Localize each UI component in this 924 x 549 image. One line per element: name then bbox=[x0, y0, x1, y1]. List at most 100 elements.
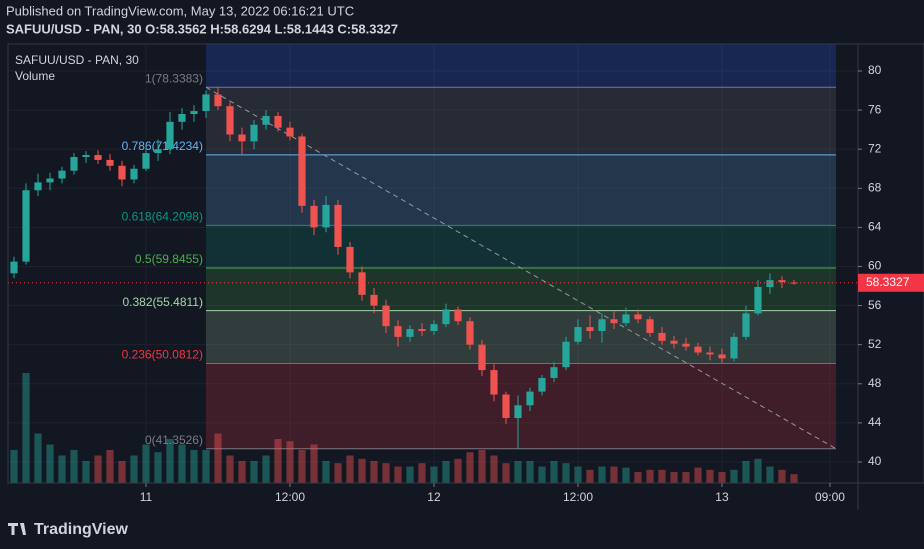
x-tick-label: 09:00 bbox=[815, 490, 845, 504]
candle-body bbox=[46, 178, 54, 183]
volume-bar bbox=[550, 461, 558, 483]
volume-bar bbox=[238, 461, 246, 483]
candle-body bbox=[670, 340, 678, 344]
volume-bar bbox=[670, 472, 678, 483]
y-tick-label: 44 bbox=[868, 415, 882, 429]
volume-bar bbox=[406, 466, 414, 483]
candle-body bbox=[454, 309, 462, 322]
x-tick-label: 12:00 bbox=[275, 490, 305, 504]
fib-label: 0.382(55.4811) bbox=[122, 295, 203, 309]
volume-bar bbox=[790, 474, 798, 483]
candle-body bbox=[586, 327, 594, 331]
candle-body bbox=[778, 280, 786, 283]
candle-body bbox=[610, 319, 618, 324]
candle-body bbox=[370, 294, 378, 306]
fib-label: 0(41.3526) bbox=[145, 433, 203, 447]
volume-bar bbox=[694, 467, 702, 483]
candle-body bbox=[490, 370, 498, 395]
x-tick-label: 13 bbox=[715, 490, 729, 504]
candle-body bbox=[634, 314, 642, 320]
volume-bar bbox=[334, 463, 342, 483]
x-tick-label: 11 bbox=[140, 490, 153, 504]
plot: 1(78.3383) 0.786(71.4234) 0.618(64.2098) 0.… bbox=[8, 44, 858, 483]
volume-bar bbox=[154, 452, 162, 483]
volume-bar bbox=[682, 472, 690, 483]
candle-body bbox=[10, 261, 18, 274]
fib-band bbox=[205, 44, 836, 88]
candle-body bbox=[418, 329, 426, 331]
volume-bar bbox=[466, 452, 474, 483]
volume-bar bbox=[10, 450, 18, 483]
volume-bar bbox=[574, 466, 582, 483]
published: Published on TradingView.com, May 13, 20… bbox=[6, 3, 354, 18]
candle-body bbox=[526, 391, 534, 406]
volume-bar bbox=[274, 439, 282, 483]
fib-label: 0.236(50.0812) bbox=[122, 348, 203, 362]
volume-bar bbox=[622, 467, 630, 483]
candle-body bbox=[70, 157, 78, 171]
candle-body bbox=[538, 377, 546, 392]
y-tick-label: 72 bbox=[868, 141, 882, 155]
y-tick-label: 48 bbox=[868, 376, 882, 390]
candle-body bbox=[406, 329, 414, 337]
y-tick-label: 56 bbox=[868, 298, 882, 312]
x-tick-label: 12 bbox=[427, 490, 441, 504]
candle-body bbox=[250, 124, 258, 142]
volume-bar bbox=[226, 455, 234, 483]
trend-line bbox=[205, 86, 837, 450]
volume-bar bbox=[658, 469, 666, 483]
last-price-box bbox=[858, 273, 924, 292]
candle-body bbox=[94, 155, 102, 160]
y-tick-label: 52 bbox=[868, 337, 882, 351]
volume-bar bbox=[514, 461, 522, 483]
candle-body bbox=[598, 319, 606, 331]
volume-bar bbox=[190, 450, 198, 483]
volume-bar bbox=[730, 469, 738, 483]
volume-bar bbox=[538, 466, 546, 483]
candle-body bbox=[442, 309, 450, 325]
fib-label: 0.5(59.8455) bbox=[135, 252, 203, 266]
volume-bar bbox=[34, 433, 42, 483]
volume-bar bbox=[166, 439, 174, 483]
candle-body bbox=[430, 324, 438, 331]
volume-label: Volume bbox=[15, 69, 55, 83]
volume-bar bbox=[214, 433, 222, 483]
fib-label: 0.786(71.4234) bbox=[122, 139, 203, 153]
volume-bar bbox=[562, 463, 570, 483]
legend-symbol: SAFUU/USD - PAN, 30 bbox=[15, 53, 139, 67]
volume-bar bbox=[634, 472, 642, 483]
volume-bar bbox=[478, 450, 486, 483]
volume-bar bbox=[358, 458, 366, 483]
volume-bar bbox=[454, 458, 462, 483]
fib-band bbox=[205, 267, 836, 311]
volume-bar bbox=[322, 461, 330, 483]
volume-bar bbox=[490, 455, 498, 483]
volume-bar bbox=[70, 450, 78, 483]
candle-body bbox=[478, 344, 486, 371]
volume-bar bbox=[430, 466, 438, 483]
volume-bar bbox=[394, 466, 402, 483]
y-tick-label: 68 bbox=[868, 180, 882, 194]
candle-body bbox=[742, 313, 750, 337]
volume-bar bbox=[82, 461, 90, 483]
y-tick-label: 64 bbox=[868, 220, 882, 234]
volume-bar bbox=[58, 455, 66, 483]
candle-body bbox=[382, 305, 390, 327]
candle-body bbox=[106, 159, 114, 166]
y-tick-label: 80 bbox=[868, 63, 882, 77]
candle-body bbox=[22, 190, 30, 262]
fib-band bbox=[205, 310, 836, 364]
candle-body bbox=[682, 343, 690, 347]
candle-body bbox=[562, 341, 570, 368]
candle-body bbox=[658, 332, 666, 341]
candle-body bbox=[730, 336, 738, 359]
volume-bar bbox=[298, 450, 306, 483]
y-tick-label: 40 bbox=[868, 454, 882, 468]
volume-bar bbox=[766, 466, 774, 483]
symbol-line: SAFUU/USD - PAN, 30 O:58.3562 H:58.6294 … bbox=[6, 21, 398, 36]
volume-bar bbox=[250, 461, 258, 483]
candle-body bbox=[118, 165, 126, 180]
fib-band bbox=[205, 87, 836, 155]
candle-body bbox=[790, 282, 798, 284]
